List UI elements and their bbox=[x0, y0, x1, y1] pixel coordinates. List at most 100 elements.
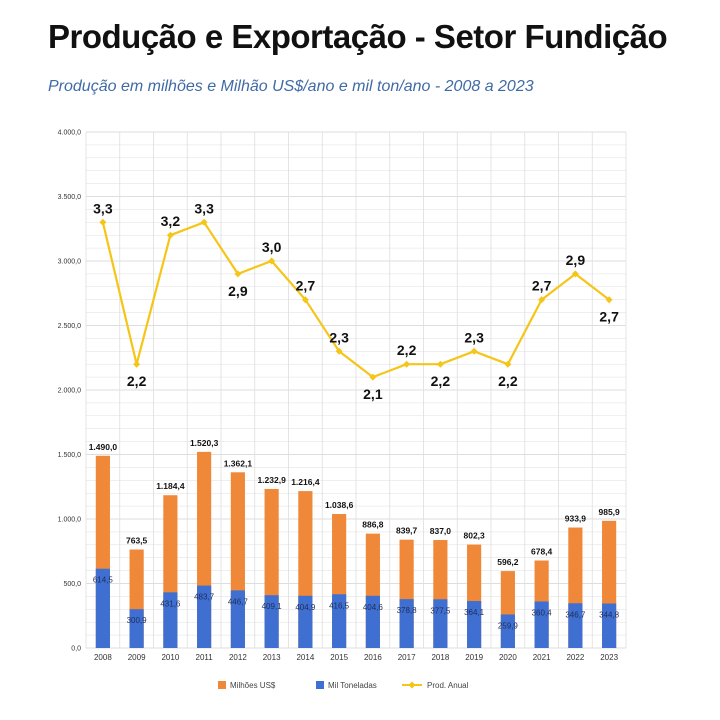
bar-total-label: 596,2 bbox=[497, 557, 519, 567]
bar-toneladas-label: 446,7 bbox=[228, 597, 249, 606]
y-tick-label: 500,0 bbox=[63, 581, 81, 588]
x-tick-label: 2014 bbox=[296, 653, 314, 662]
prod-label: 2,9 bbox=[228, 283, 248, 299]
prod-label: 2,9 bbox=[566, 252, 586, 268]
x-tick-label: 2021 bbox=[533, 653, 551, 662]
prod-label: 2,1 bbox=[363, 386, 383, 402]
prod-marker bbox=[234, 270, 242, 278]
bar-toneladas-label: 404,9 bbox=[295, 603, 316, 612]
bar-toneladas-label: 431,6 bbox=[160, 599, 181, 608]
bar-total-label: 933,9 bbox=[565, 514, 587, 524]
y-tick-label: 2.000,0 bbox=[58, 388, 81, 395]
bars: 1.490,0 614,5 763,5 300,9 1.184,4 431,6 1.520,… bbox=[89, 438, 620, 648]
x-tick-label: 2023 bbox=[600, 653, 618, 662]
x-tick-label: 2011 bbox=[196, 653, 214, 662]
chart-title: Produção e Exportação - Setor Fundição bbox=[48, 18, 668, 55]
prod-marker bbox=[133, 360, 141, 368]
bar-toneladas-label: 409,1 bbox=[262, 602, 283, 611]
x-tick-label: 2013 bbox=[263, 653, 281, 662]
bar-toneladas bbox=[534, 601, 549, 648]
bar-toneladas-label: 404,6 bbox=[363, 603, 384, 612]
prod-label: 2,3 bbox=[464, 329, 484, 345]
bar-total-label: 678,4 bbox=[531, 546, 553, 556]
prod-label: 3,3 bbox=[194, 200, 214, 216]
prod-label: 2,2 bbox=[431, 373, 451, 389]
prod-label: 3,0 bbox=[262, 239, 282, 255]
prod-label: 2,7 bbox=[599, 309, 619, 325]
prod-marker bbox=[470, 347, 478, 355]
bar-toneladas bbox=[500, 614, 515, 648]
bar-toneladas bbox=[197, 585, 212, 648]
bar-toneladas bbox=[365, 595, 380, 648]
prod-marker bbox=[301, 296, 309, 304]
bar-toneladas-label: 416,5 bbox=[329, 601, 350, 610]
prod-marker bbox=[436, 360, 444, 368]
legend-label-milhoes: Milhões US$ bbox=[230, 681, 276, 690]
bar-total-label: 886,8 bbox=[362, 520, 384, 530]
prod-marker bbox=[571, 270, 579, 278]
legend-label-toneladas: Mil Toneladas bbox=[328, 681, 377, 690]
y-tick-label: 3.000,0 bbox=[58, 259, 81, 266]
prod-label: 2,3 bbox=[329, 329, 349, 345]
y-tick-label: 3.500,0 bbox=[58, 194, 81, 201]
bar-toneladas bbox=[602, 603, 617, 648]
chart-subtitle: Produção em milhões e Milhão US$/ano e m… bbox=[48, 78, 534, 95]
prod-marker bbox=[538, 296, 546, 304]
bar-total-label: 1.490,0 bbox=[89, 442, 118, 452]
bar-total-label: 1.216,4 bbox=[291, 477, 320, 487]
prod-marker bbox=[369, 373, 377, 381]
legend-swatch-toneladas bbox=[316, 681, 324, 689]
bar-toneladas bbox=[399, 599, 414, 648]
bar-toneladas-label: 483,7 bbox=[194, 593, 215, 602]
bar-toneladas-label: 346,7 bbox=[565, 610, 586, 619]
x-tick-label: 2016 bbox=[364, 653, 382, 662]
bar-toneladas-label: 259,9 bbox=[498, 621, 519, 630]
bar-total-label: 1.038,6 bbox=[325, 500, 354, 510]
y-axis: 0,0 500,0 1.000,0 1.500,0 2.000,0 2.500,0 3.00… bbox=[58, 130, 81, 653]
y-tick-label: 4.000,0 bbox=[58, 130, 81, 137]
bar-toneladas-label: 614,5 bbox=[93, 576, 114, 585]
prod-marker bbox=[403, 360, 411, 368]
prod-label: 3,3 bbox=[93, 200, 113, 216]
prod-marker bbox=[335, 347, 343, 355]
bar-toneladas-label: 378,8 bbox=[397, 606, 418, 615]
bar-total-label: 802,3 bbox=[463, 531, 485, 541]
prod-label: 2,7 bbox=[532, 278, 552, 294]
x-tick-label: 2008 bbox=[94, 653, 112, 662]
prod-label: 2,7 bbox=[296, 278, 316, 294]
bar-total-label: 985,9 bbox=[598, 507, 620, 517]
y-tick-label: 1.500,0 bbox=[58, 452, 81, 459]
prod-marker bbox=[200, 218, 208, 226]
x-tick-label: 2020 bbox=[499, 653, 517, 662]
x-axis: 2008 2009 2010 2011 2012 2013 2014 2015 2016 2017… bbox=[94, 653, 619, 662]
prod-label: 2,2 bbox=[397, 342, 417, 358]
bar-toneladas-label: 344,8 bbox=[599, 611, 620, 620]
bar-toneladas-label: 300,9 bbox=[127, 616, 148, 625]
bar-toneladas bbox=[230, 590, 245, 648]
legend-swatch-milhoes bbox=[218, 681, 226, 689]
prod-marker bbox=[605, 296, 613, 304]
x-tick-label: 2019 bbox=[465, 653, 483, 662]
bar-toneladas bbox=[332, 594, 347, 648]
x-tick-label: 2018 bbox=[431, 653, 449, 662]
y-tick-label: 1.000,0 bbox=[58, 517, 81, 524]
legend: Milhões US$ Mil Toneladas Prod. Anual bbox=[218, 681, 469, 690]
bar-total-label: 837,0 bbox=[430, 526, 452, 536]
prod-marker bbox=[268, 257, 276, 265]
bar-total-label: 1.362,1 bbox=[224, 458, 253, 468]
x-tick-label: 2010 bbox=[161, 653, 179, 662]
x-tick-label: 2017 bbox=[398, 653, 416, 662]
prod-marker bbox=[504, 360, 512, 368]
bar-toneladas bbox=[129, 609, 144, 648]
bar-toneladas bbox=[298, 595, 313, 648]
x-tick-label: 2012 bbox=[229, 653, 247, 662]
prod-label: 2,2 bbox=[127, 373, 147, 389]
y-tick-label: 2.500,0 bbox=[58, 323, 81, 330]
bar-toneladas bbox=[433, 599, 448, 648]
prod-label: 2,2 bbox=[498, 373, 518, 389]
x-tick-label: 2009 bbox=[128, 653, 146, 662]
bar-toneladas bbox=[95, 568, 110, 648]
prod-marker bbox=[166, 231, 174, 239]
bar-toneladas bbox=[568, 603, 583, 648]
